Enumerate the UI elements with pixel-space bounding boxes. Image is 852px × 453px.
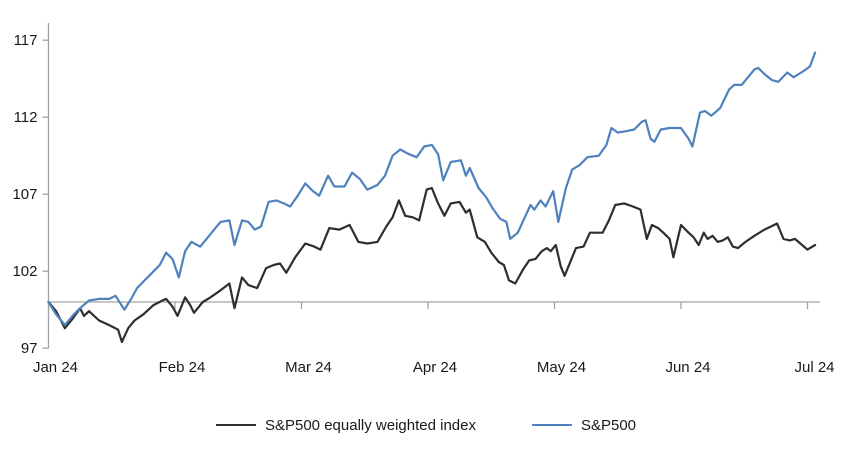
y-tick-label: 112 [14, 109, 38, 126]
x-tick-label: Feb 24 [159, 359, 206, 376]
legend-label: S&P500 equally weighted index [264, 416, 476, 434]
y-tick-label: 117 [14, 32, 38, 49]
x-tick-label: Apr 24 [413, 359, 457, 376]
y-tick-label: 107 [12, 186, 37, 203]
y-tick-label: 97 [21, 340, 38, 357]
legend-item-sp500-equal-weight: S&P500 equally weighted index [215, 416, 476, 434]
legend-label: S&P500 [580, 416, 637, 434]
x-tick-label: Jan 24 [33, 359, 78, 376]
series-line-s-p500 [47, 51, 817, 327]
x-tick-label: Jul 24 [794, 359, 834, 376]
legend-line-swatch-black [215, 424, 256, 426]
legend-line-swatch-blue [531, 424, 572, 426]
x-tick-label: May 24 [537, 359, 586, 376]
axes [42, 23, 820, 349]
legend-item-sp500: S&P500 [531, 416, 637, 434]
x-tick-label: Mar 24 [285, 359, 332, 376]
series-line-s-p500-equally-weighted-index [47, 186, 817, 344]
x-tick-label: Jun 24 [665, 359, 710, 376]
y-tick-label: 102 [12, 263, 37, 280]
chart-legend: S&P500 equally weighted index S&P500 [0, 410, 852, 440]
series-lines [47, 51, 817, 344]
axis-labels: 117 112 107 102 97 Jan 24 Feb 24 Mar 24 Apr 24 Ma… [12, 32, 834, 376]
